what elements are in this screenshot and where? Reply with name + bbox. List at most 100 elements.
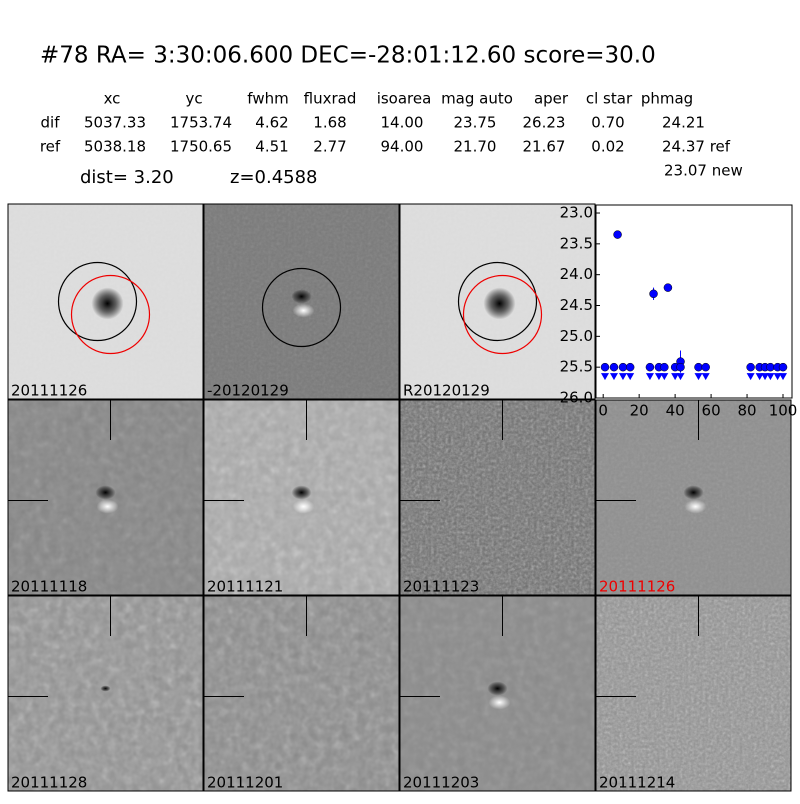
stamp-label: 20111121	[207, 578, 283, 596]
stamp-label: 20111214	[599, 774, 675, 792]
table-cell: 1753.74	[170, 114, 232, 132]
stamp-label: 20111201	[207, 774, 283, 792]
stamp-frame	[203, 595, 400, 792]
source-neg	[100, 685, 111, 692]
column-header: phmag	[641, 90, 693, 108]
aperture	[70, 274, 151, 355]
limit-marker	[600, 373, 609, 381]
table-cell: 24.37 ref	[662, 138, 731, 156]
column-header: fluxrad	[304, 90, 357, 108]
source-pos	[96, 499, 119, 514]
limit-marker	[694, 373, 703, 381]
data-point	[701, 362, 710, 372]
stamp-frame	[7, 203, 204, 400]
limit-marker	[701, 373, 710, 381]
source-neg	[291, 289, 312, 304]
table-cell: 0.70	[591, 114, 624, 132]
aperture	[462, 274, 543, 355]
table-cell: 14.00	[381, 114, 424, 132]
stamp-frame	[399, 203, 596, 400]
column-header: cl star	[586, 90, 633, 108]
source-pos	[292, 499, 315, 514]
data-point	[746, 362, 755, 372]
y-tick-label: 23.0	[560, 204, 593, 222]
table-cell: 5038.18	[84, 138, 146, 156]
data-point	[645, 362, 655, 372]
table-cell: 1.68	[313, 114, 346, 132]
stamp-noise	[596, 596, 791, 791]
table-cell: 4.51	[255, 138, 288, 156]
y-tick-label: 25.5	[560, 358, 593, 376]
stamp-frame	[595, 595, 792, 792]
data-point	[694, 362, 703, 372]
column-header: aper	[534, 90, 569, 108]
source-pos	[488, 695, 511, 710]
limit-marker	[755, 373, 764, 381]
aperture	[57, 261, 138, 342]
table-cell: ref	[40, 138, 61, 156]
data-point	[613, 230, 622, 239]
limit-marker	[660, 373, 669, 381]
data-point	[600, 362, 610, 372]
table-cell: 1750.65	[170, 138, 232, 156]
y-tick-label: 23.5	[560, 234, 593, 252]
x-tick-label: 60	[702, 402, 721, 420]
stamp-noise	[400, 400, 595, 595]
table-cell: 24.21	[662, 114, 705, 132]
column-header: mag auto	[441, 90, 513, 108]
stamp-label: 20111126	[11, 382, 87, 400]
limit-marker	[761, 373, 770, 381]
x-tick-label: 40	[666, 402, 685, 420]
column-header: fwhm	[247, 90, 288, 108]
stamp-frame	[595, 399, 792, 596]
table-cell: 26.23	[523, 114, 566, 132]
stamp-noise	[8, 596, 203, 791]
source-pos	[292, 303, 315, 318]
stamp-frame	[399, 399, 596, 596]
data-point	[660, 362, 669, 372]
data-point	[609, 362, 619, 372]
table-cell: dif	[41, 114, 61, 132]
redshift: z=0.4588	[230, 167, 318, 188]
column-header: yc	[185, 90, 202, 108]
column-header: xc	[104, 90, 121, 108]
phmag-new: 23.07 new	[664, 162, 743, 180]
table-cell: 2.77	[313, 138, 346, 156]
y-tick-label: 24.5	[560, 296, 593, 314]
data-point	[663, 283, 673, 292]
limit-marker	[626, 373, 635, 381]
source-neg	[487, 681, 508, 696]
table-cell: 94.00	[381, 138, 424, 156]
stamp-label: R20120129	[403, 382, 490, 400]
limit-marker	[766, 373, 775, 381]
stamp-label: 20111128	[11, 774, 87, 792]
stamp-frame	[7, 595, 204, 792]
limit-marker	[654, 373, 663, 381]
aperture	[457, 261, 538, 342]
aperture	[261, 267, 342, 348]
column-header: isoarea	[377, 90, 432, 108]
y-tick-label: 24.0	[560, 265, 593, 283]
stamp-frame	[203, 203, 400, 400]
source	[91, 287, 124, 320]
source	[483, 287, 516, 320]
limit-marker	[618, 373, 627, 381]
x-tick-label: 20	[630, 402, 649, 420]
stamp-noise	[204, 596, 399, 791]
table-cell: 23.75	[454, 114, 497, 132]
dist: dist= 3.20	[80, 167, 174, 188]
y-tick-label: 25.0	[560, 327, 593, 345]
limit-marker	[645, 373, 654, 381]
table-cell: 21.70	[454, 138, 497, 156]
table-cell: 0.02	[591, 138, 624, 156]
limit-marker	[676, 373, 685, 381]
stamp-label: 20111118	[11, 578, 87, 596]
x-tick-label: 0	[598, 402, 608, 420]
table-cell: 5037.33	[84, 114, 146, 132]
limit-marker	[773, 373, 782, 381]
table-cell: 4.62	[255, 114, 288, 132]
limit-marker	[779, 373, 788, 381]
stamp-label: 20111126	[599, 578, 675, 596]
limit-marker	[746, 373, 755, 381]
